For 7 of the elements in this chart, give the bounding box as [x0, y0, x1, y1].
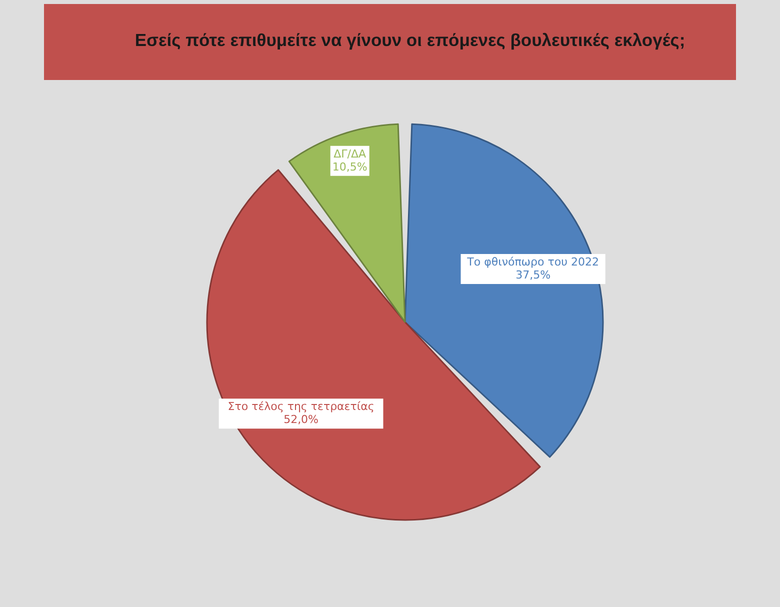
data-label: 37,5%: [516, 268, 551, 282]
slice-label: Το φθινόπωρο του 2022: [466, 255, 599, 268]
data-label: 10,5%: [332, 160, 368, 174]
slice-label: Στο τέλος της τετραετίας: [228, 400, 374, 414]
data-label: 52,0%: [284, 413, 319, 426]
chart-title: Εσείς πότε επιθυμείτε να γίνουν οι επόμενες βουλευτικές εκλογές;: [134, 30, 686, 50]
slice-label: ΔΓ/ΔΑ: [334, 147, 367, 160]
